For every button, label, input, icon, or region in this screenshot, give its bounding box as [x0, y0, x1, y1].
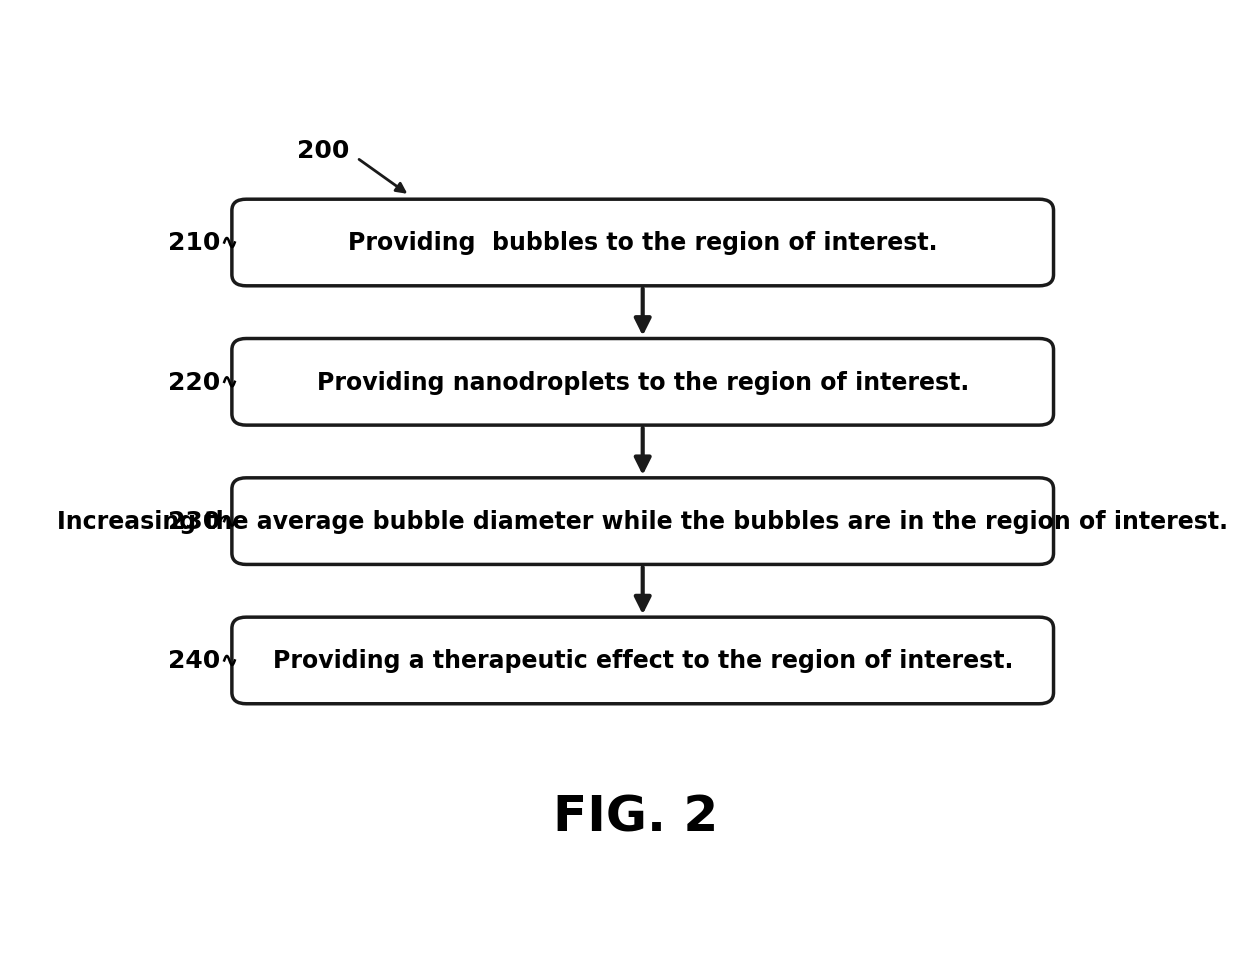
FancyBboxPatch shape	[232, 617, 1054, 704]
FancyBboxPatch shape	[232, 479, 1054, 565]
Text: 210: 210	[167, 232, 221, 255]
Text: Providing  bubbles to the region of interest.: Providing bubbles to the region of inter…	[348, 232, 937, 255]
FancyBboxPatch shape	[232, 200, 1054, 286]
Text: 230: 230	[169, 510, 221, 533]
Text: Providing nanodroplets to the region of interest.: Providing nanodroplets to the region of …	[316, 370, 968, 395]
Text: 200: 200	[298, 139, 350, 163]
Text: 220: 220	[169, 370, 221, 395]
Text: FIG. 2: FIG. 2	[553, 793, 718, 841]
Text: 240: 240	[169, 649, 221, 673]
Text: Increasing the average bubble diameter while the bubbles are in the region of in: Increasing the average bubble diameter w…	[57, 510, 1228, 533]
Text: Providing a therapeutic effect to the region of interest.: Providing a therapeutic effect to the re…	[273, 649, 1013, 673]
FancyBboxPatch shape	[232, 339, 1054, 426]
